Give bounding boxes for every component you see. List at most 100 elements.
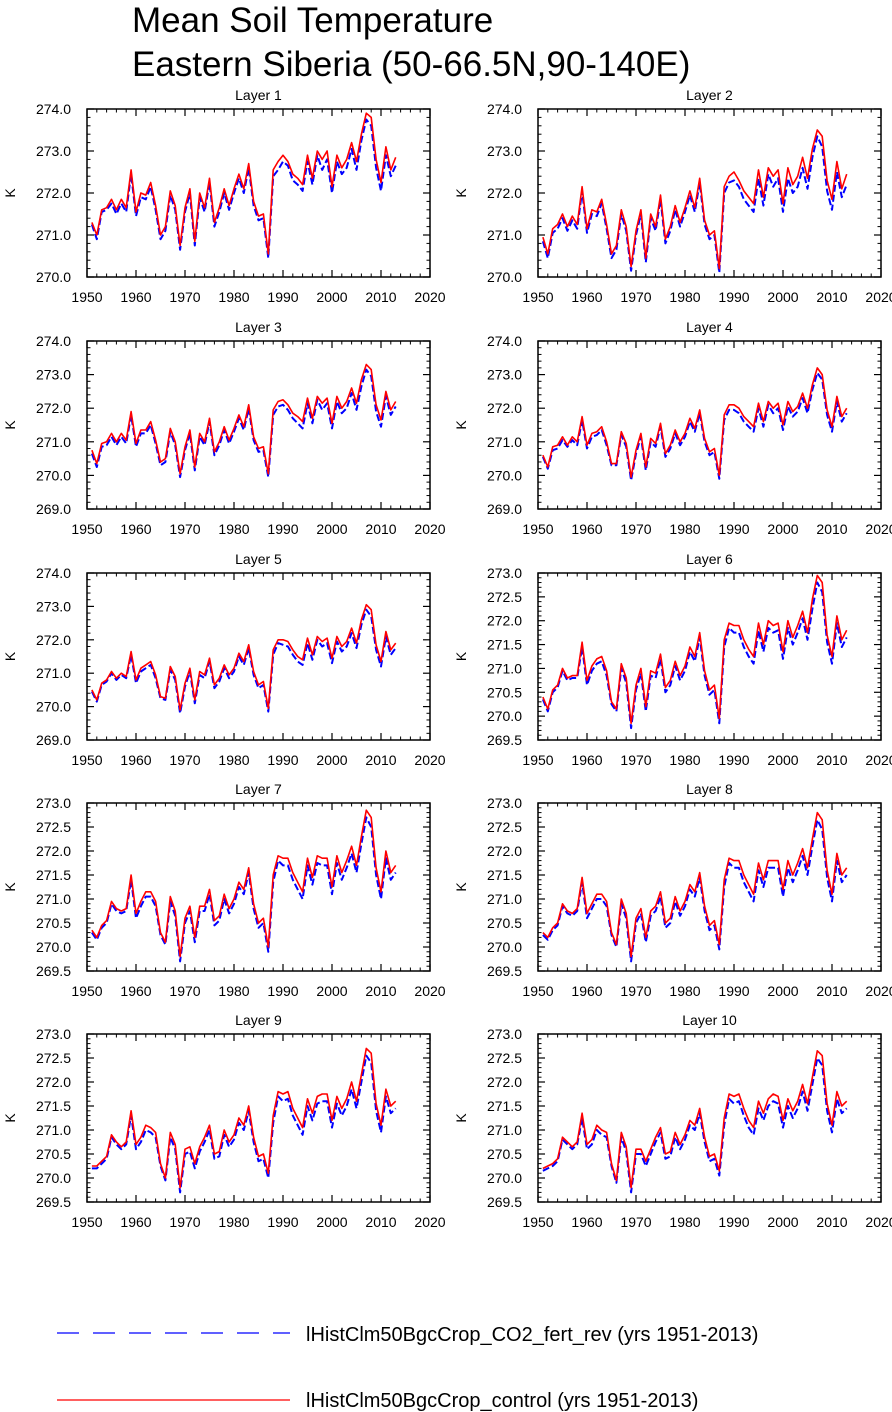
series-line-control	[91, 112, 397, 255]
panel-layer-2: Layer 2 K 1950 1960 1970 1980 1990 2000 2010 2020…	[453, 87, 892, 305]
y-tick-label: 270.0	[487, 708, 522, 724]
legend: lHistClm50BgcCrop_CO2_fert_rev (yrs 1951…	[57, 1324, 758, 1412]
x-tick-label: 2010	[816, 289, 847, 305]
y-axis-label: K	[2, 882, 18, 892]
x-tick-label: 1980	[669, 752, 700, 768]
x-tick-label: 2000	[767, 983, 798, 999]
x-tick-label: 1980	[669, 289, 700, 305]
x-tick-label: 1980	[218, 983, 249, 999]
x-tick-label: 1990	[718, 983, 749, 999]
x-tick-label: 1950	[522, 983, 553, 999]
y-tick-label: 272.0	[36, 400, 71, 416]
y-tick-label: 270.0	[487, 467, 522, 483]
y-tick-label: 272.0	[36, 632, 71, 648]
x-tick-label: 2010	[816, 752, 847, 768]
x-tick-label: 1960	[120, 521, 151, 537]
x-tick-label: 1960	[571, 521, 602, 537]
x-tick-label: 1990	[718, 521, 749, 537]
y-tick-label: 270.0	[487, 269, 522, 285]
figure-title-line2: Eastern Siberia (50-66.5N,90-140E)	[132, 45, 690, 84]
y-tick-label: 271.5	[36, 1098, 71, 1114]
y-tick-label: 272.0	[487, 185, 522, 201]
y-tick-label: 271.5	[36, 867, 71, 883]
x-tick-label: 2000	[316, 752, 347, 768]
y-tick-label: 274.0	[36, 101, 71, 117]
x-tick-label: 1990	[267, 289, 298, 305]
plot-frame	[86, 340, 431, 510]
x-tick-label: 1950	[71, 289, 102, 305]
y-tick-label: 270.0	[36, 467, 71, 483]
y-tick-label: 271.0	[487, 1122, 522, 1138]
y-tick-label: 273.0	[487, 1026, 522, 1042]
panel-title: Layer 9	[235, 1012, 282, 1028]
y-tick-label: 272.5	[487, 819, 522, 835]
series-line-co2-fert-rev	[542, 1057, 848, 1194]
x-tick-label: 1960	[571, 1214, 602, 1230]
x-tick-label: 2010	[365, 289, 396, 305]
series-line-co2-fert-rev	[91, 608, 397, 715]
panel-title: Layer 1	[235, 87, 282, 103]
x-tick-label: 1960	[571, 289, 602, 305]
series-line-control	[91, 809, 397, 958]
plot-frame	[537, 340, 882, 510]
panel-title: Layer 6	[686, 551, 733, 567]
panel-layer-4: Layer 4 K 1950 1960 1970 1980 1990 2000 2010 2020…	[453, 319, 892, 537]
x-tick-label: 1970	[169, 752, 200, 768]
x-tick-label: 1990	[718, 289, 749, 305]
x-tick-label: 1980	[218, 752, 249, 768]
x-tick-label: 1960	[120, 983, 151, 999]
y-tick-label: 273.0	[36, 598, 71, 614]
y-tick-label: 272.0	[487, 400, 522, 416]
series-line-control	[91, 1047, 397, 1189]
y-axis-label: K	[2, 1113, 18, 1123]
x-tick-label: 1950	[71, 983, 102, 999]
y-tick-label: 272.0	[36, 843, 71, 859]
y-axis-label: K	[453, 882, 469, 892]
figure-title-line1: Mean Soil Temperature	[132, 1, 493, 40]
x-tick-label: 1960	[120, 752, 151, 768]
y-tick-label: 271.0	[36, 1122, 71, 1138]
y-axis-label: K	[453, 1113, 469, 1123]
y-axis-label: K	[2, 420, 18, 430]
y-tick-label: 271.5	[487, 867, 522, 883]
y-axis-label: K	[453, 188, 469, 198]
y-axis-label: K	[453, 651, 469, 661]
x-tick-label: 1990	[718, 752, 749, 768]
y-tick-label: 270.0	[487, 1170, 522, 1186]
y-tick-label: 270.0	[36, 939, 71, 955]
x-tick-label: 1970	[169, 983, 200, 999]
x-tick-label: 1980	[218, 521, 249, 537]
x-tick-label: 1970	[169, 289, 200, 305]
x-tick-label: 2000	[767, 752, 798, 768]
series-line-co2-fert-rev	[91, 1054, 397, 1194]
y-tick-label: 271.0	[487, 227, 522, 243]
x-tick-label: 1960	[120, 1214, 151, 1230]
y-tick-label: 269.5	[487, 732, 522, 748]
y-axis-label: K	[2, 188, 18, 198]
y-tick-label: 272.5	[487, 1050, 522, 1066]
y-tick-label: 270.5	[36, 1146, 71, 1162]
x-tick-label: 1970	[620, 521, 651, 537]
x-tick-label: 1980	[218, 1214, 249, 1230]
panel-title: Layer 2	[686, 87, 733, 103]
y-tick-label: 269.5	[487, 963, 522, 979]
y-tick-label: 269.5	[36, 963, 71, 979]
y-tick-label: 271.0	[36, 665, 71, 681]
y-tick-label: 271.5	[487, 1098, 522, 1114]
x-tick-label: 1980	[669, 521, 700, 537]
y-tick-label: 270.5	[487, 1146, 522, 1162]
y-tick-label: 272.5	[487, 589, 522, 605]
x-tick-label: 1970	[169, 1214, 200, 1230]
x-tick-label: 2010	[365, 752, 396, 768]
panel-layer-1: Layer 1 K 1950 1960 1970 1980 1990 2000 2010 2020…	[2, 87, 446, 305]
x-tick-label: 1960	[571, 752, 602, 768]
series-line-control	[91, 603, 397, 711]
y-tick-label: 271.0	[36, 227, 71, 243]
x-tick-label: 1970	[620, 289, 651, 305]
legend-label-control: lHistClm50BgcCrop_control (yrs 1951-2013…	[306, 1390, 698, 1412]
x-tick-label: 2000	[767, 289, 798, 305]
x-tick-label: 1950	[522, 1214, 553, 1230]
y-tick-label: 269.0	[36, 501, 71, 517]
plot-frame	[86, 108, 431, 278]
